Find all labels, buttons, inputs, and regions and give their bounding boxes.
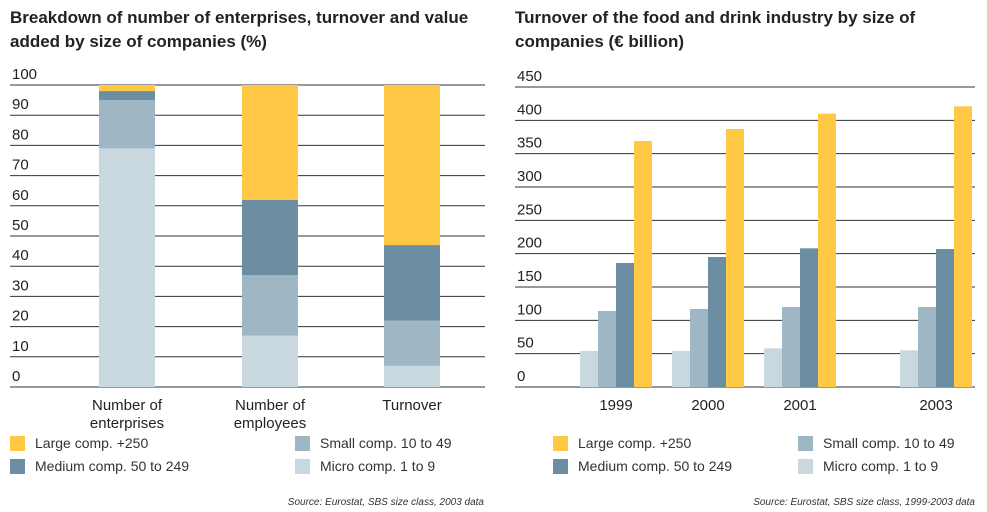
y-tick-label: 20	[12, 308, 29, 325]
legend-swatch	[295, 436, 310, 451]
x-tick-label: 2003	[919, 397, 953, 414]
x-tick-label: Turnover	[382, 397, 442, 414]
y-tick-label: 50	[517, 335, 534, 352]
bar	[954, 106, 972, 387]
bar	[936, 249, 954, 387]
y-tick-label: 10	[12, 338, 29, 355]
bar	[634, 141, 652, 387]
bar-segment	[242, 335, 298, 387]
bar	[616, 263, 634, 387]
x-tick-label: 1999	[599, 397, 633, 414]
bar	[672, 351, 690, 387]
legend-swatch	[798, 459, 813, 474]
bar-segment	[384, 320, 440, 366]
y-tick-label: 60	[12, 187, 29, 204]
bar	[800, 248, 818, 387]
bar-segment	[384, 245, 440, 321]
bar	[782, 307, 800, 387]
bar	[764, 348, 782, 387]
x-tick-label: Number of employees	[233, 397, 307, 432]
y-tick-label: 200	[517, 235, 542, 252]
legend-label: Small comp. 10 to 49	[823, 435, 955, 451]
y-tick-label: 250	[517, 201, 542, 218]
bar-segment	[242, 85, 298, 200]
y-tick-label: 50	[12, 217, 29, 234]
legend-swatch	[553, 459, 568, 474]
legend-label: Small comp. 10 to 49	[320, 435, 452, 451]
x-tick-label: 2001	[783, 397, 817, 414]
y-tick-label: 40	[12, 247, 29, 264]
y-tick-label: 0	[12, 368, 20, 385]
legend-label: Micro comp. 1 to 9	[320, 458, 435, 474]
bar	[918, 307, 936, 387]
y-tick-label: 150	[517, 268, 542, 285]
bar-segment	[242, 199, 298, 276]
bar	[598, 311, 616, 387]
y-tick-label: 100	[517, 301, 542, 318]
legend-swatch	[10, 436, 25, 451]
bar	[726, 129, 744, 387]
bar	[690, 309, 708, 387]
y-tick-label: 80	[12, 126, 29, 143]
bar	[580, 351, 598, 387]
bar-segment	[242, 275, 298, 336]
bar-segment	[384, 365, 440, 387]
legend-label: Large comp. +250	[35, 435, 148, 451]
legend-label: Medium comp. 50 to 249	[578, 458, 732, 474]
y-tick-label: 350	[517, 135, 542, 152]
legend-label: Micro comp. 1 to 9	[823, 458, 938, 474]
legend-swatch	[10, 459, 25, 474]
y-tick-label: 70	[12, 157, 29, 174]
bar-segment	[99, 85, 155, 92]
legend-swatch	[798, 436, 813, 451]
bar	[708, 257, 726, 387]
y-tick-label: 300	[517, 168, 542, 185]
bar-segment	[384, 85, 440, 246]
y-tick-label: 450	[517, 68, 542, 85]
chart-title: Breakdown of number of enterprises, turn…	[10, 8, 469, 51]
legend-label: Large comp. +250	[578, 435, 691, 451]
bar-segment	[99, 100, 155, 149]
y-tick-label: 400	[517, 101, 542, 118]
source-note: Source: Eurostat, SBS size class, 2003 d…	[288, 497, 485, 508]
chart-title: Turnover of the food and drink industry …	[515, 8, 916, 51]
y-tick-label: 30	[12, 277, 29, 294]
bar-segment	[99, 148, 155, 387]
bar-segment	[99, 91, 155, 101]
legend-swatch	[553, 436, 568, 451]
legend-swatch	[295, 459, 310, 474]
bar	[818, 113, 836, 388]
y-tick-label: 90	[12, 96, 29, 113]
legend-label: Medium comp. 50 to 249	[35, 458, 189, 474]
y-tick-label: 0	[517, 368, 525, 385]
source-note: Source: Eurostat, SBS size class, 1999-2…	[753, 497, 975, 508]
x-tick-label: 2000	[691, 397, 725, 414]
y-tick-label: 100	[12, 66, 37, 83]
x-tick-label: Number of enterprises	[89, 397, 165, 432]
bar	[900, 350, 918, 387]
